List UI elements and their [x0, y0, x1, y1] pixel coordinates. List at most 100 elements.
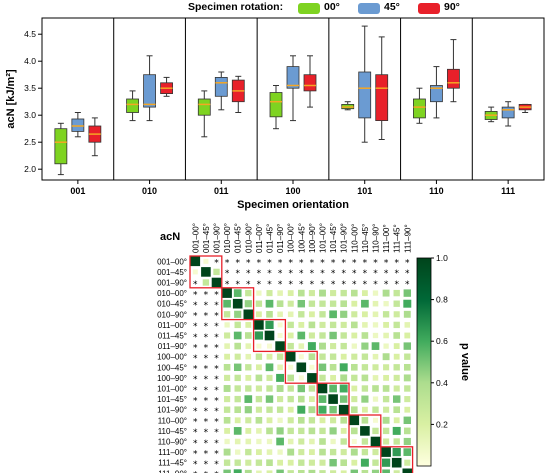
- cell-18-3: [223, 448, 231, 456]
- cell-15-8: [277, 417, 283, 423]
- row-label-4: 010–45°: [157, 300, 187, 309]
- col-label-6: 011–00°: [255, 224, 264, 253]
- cell-4-17: [372, 300, 379, 307]
- cell-9-1: *: [204, 354, 209, 364]
- colorbar-tick-label-4: 1.0: [436, 253, 448, 263]
- cell-5-11: [308, 311, 315, 318]
- cell-2-18: *: [384, 280, 389, 290]
- cell-19-2: *: [214, 460, 219, 470]
- cell-4-5: [244, 300, 252, 308]
- cell-15-19: [393, 417, 400, 424]
- cell-2-4: *: [235, 280, 240, 290]
- x-category-100: 100: [285, 186, 300, 196]
- cell-20-18: [382, 469, 390, 473]
- cell-7-3: [224, 332, 231, 339]
- cell-8-9: [287, 342, 294, 350]
- cell-20-2: *: [214, 471, 219, 473]
- cell-12-16: [361, 385, 369, 392]
- cell-20-7: [266, 470, 273, 473]
- cell-7-20: [404, 332, 411, 339]
- cell-0-7: *: [267, 259, 272, 269]
- cell-0-16: *: [363, 259, 368, 269]
- cell-9-19: [393, 353, 400, 360]
- cell-20-16: [361, 469, 369, 473]
- cell-5-14: [340, 310, 348, 318]
- cell-12-18: [382, 385, 390, 392]
- cell-4-0: *: [193, 301, 198, 311]
- cell-19-7: [266, 459, 273, 467]
- cell-15-14: [340, 416, 348, 424]
- row-label-6: 011–00°: [158, 321, 187, 330]
- cell-11-11: [307, 373, 317, 383]
- cell-0-17: *: [373, 259, 378, 269]
- cell-0-13: *: [331, 259, 336, 269]
- cell-1-14: *: [341, 269, 346, 279]
- cell-16-1: *: [204, 428, 209, 438]
- row-label-17: 110–90°: [158, 438, 187, 447]
- col-label-5: 010–90°: [244, 223, 253, 253]
- cell-7-17: [372, 332, 379, 339]
- cell-5-7: [266, 310, 273, 318]
- cell-10-6: [255, 364, 262, 371]
- cell-2-3: *: [225, 280, 230, 290]
- cell-1-17: *: [373, 269, 378, 279]
- cell-14-12: [318, 405, 327, 414]
- cell-1-20: *: [405, 269, 410, 279]
- cell-1-13: *: [331, 269, 336, 279]
- cell-9-2: *: [214, 354, 219, 364]
- cell-14-13: [329, 405, 337, 414]
- cell-13-19: [392, 395, 401, 403]
- cell-16-14: [340, 427, 347, 434]
- cell-18-20: [403, 448, 412, 456]
- cell-1-15: *: [352, 269, 357, 279]
- box-001-00: [54, 122, 68, 176]
- x-category-111: 111: [501, 186, 515, 196]
- cell-10-16: [361, 364, 369, 371]
- cell-11-9: [287, 374, 295, 382]
- legend-title: Specimen rotation:: [188, 1, 284, 13]
- row-label-20: 111–90°: [158, 469, 187, 473]
- cell-10-15: [350, 363, 358, 371]
- box-body: [286, 66, 300, 89]
- cell-11-6: [255, 374, 263, 382]
- highlight-box-3: [284, 350, 318, 384]
- row-label-8: 011–90°: [158, 342, 187, 351]
- legend-swatch-45: [358, 3, 380, 14]
- cell-11-0: *: [193, 375, 198, 385]
- cell-19-9: [287, 459, 294, 466]
- x-category-010: 010: [142, 186, 157, 196]
- cell-14-19: [393, 406, 401, 414]
- box-110-45: [430, 66, 443, 119]
- cell-11-14: [340, 374, 348, 382]
- box-body: [375, 74, 389, 121]
- cell-14-6: [255, 406, 262, 413]
- cell-5-12: [319, 311, 326, 318]
- cell-2-19: *: [394, 280, 399, 290]
- cell-18-15: [350, 448, 358, 456]
- cell-5-2: *: [214, 312, 219, 322]
- cell-13-14: [339, 395, 348, 403]
- box-body: [358, 71, 372, 119]
- cell-9-0: *: [193, 354, 198, 364]
- box-010-90: [160, 76, 173, 97]
- cell-6-18: [383, 321, 390, 328]
- cell-5-19: [393, 311, 400, 318]
- cell-4-1: *: [204, 301, 209, 311]
- cell-16-8: [276, 427, 284, 435]
- cell-7-7: [264, 330, 275, 341]
- cell-12-6: [255, 385, 262, 392]
- box-100-00: [269, 85, 283, 130]
- cell-6-19: [393, 321, 400, 329]
- cell-6-3: [224, 322, 230, 328]
- row-label-13: 101–45°: [157, 395, 187, 404]
- cell-6-12: [319, 321, 326, 328]
- col-label-10: 100–45°: [297, 223, 306, 253]
- cell-7-12: [319, 332, 326, 339]
- col-label-16: 110–45°: [361, 224, 370, 253]
- y-tick-label-0: 2.0: [24, 164, 36, 174]
- cell-4-18: [383, 301, 389, 307]
- row-label-19: 111–45°: [158, 459, 187, 468]
- cell-13-4: [234, 395, 241, 403]
- cell-3-14: [340, 289, 347, 297]
- cell-15-7: [266, 417, 273, 424]
